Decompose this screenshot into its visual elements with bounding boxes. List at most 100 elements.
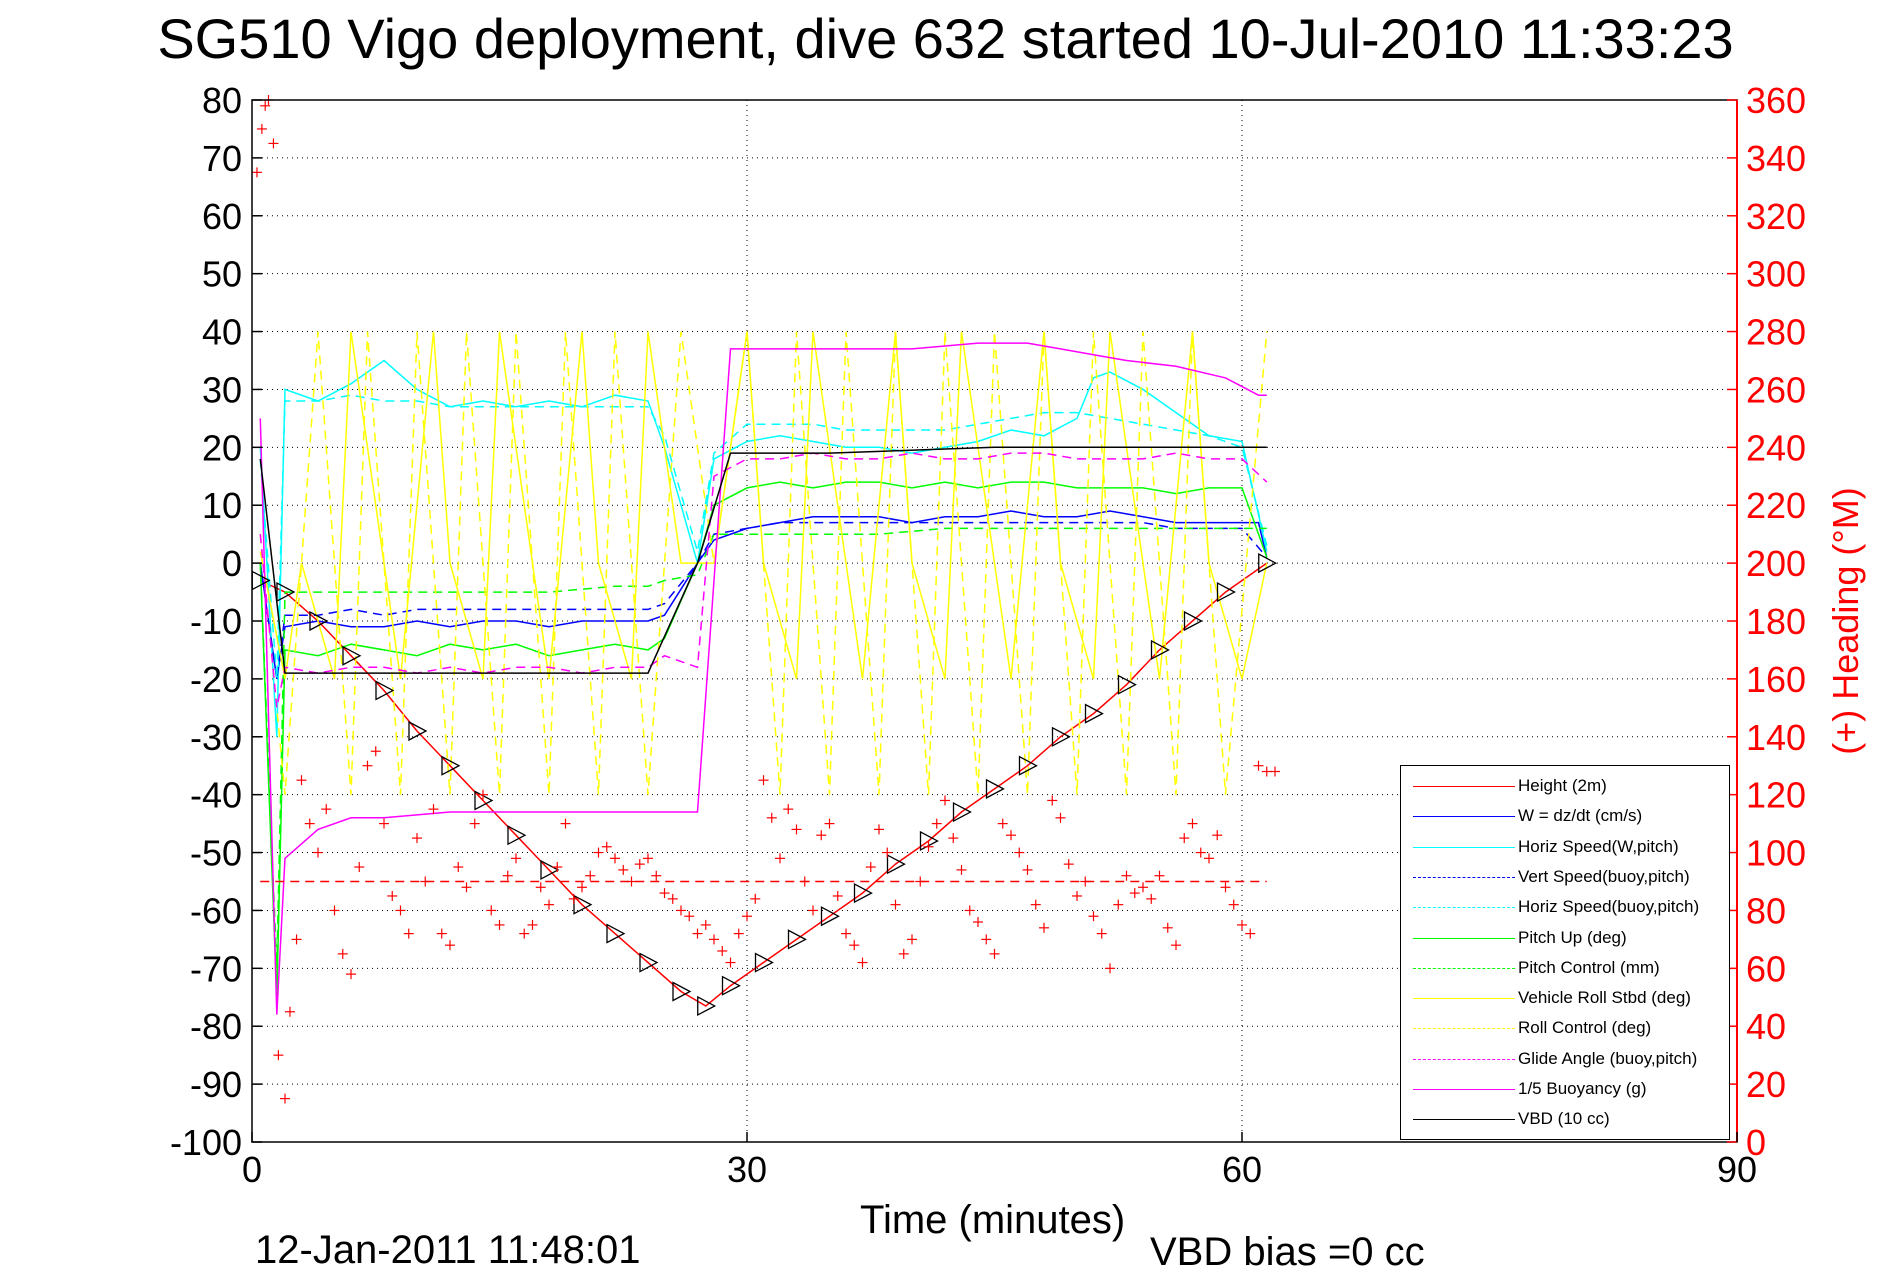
- height-marker: [1216, 581, 1236, 603]
- legend-label: Horiz Speed(W,pitch): [1518, 836, 1679, 856]
- heading-point: [1063, 859, 1074, 870]
- heading-point: [717, 945, 728, 956]
- legend-label: Vert Speed(buoy,pitch): [1518, 866, 1690, 886]
- right-tick-label: 140: [1746, 717, 1806, 758]
- heading-point: [362, 760, 373, 771]
- legend-item: Roll Control (deg): [1401, 1014, 1729, 1044]
- left-tick-label: 30: [202, 369, 242, 410]
- series-line: [259, 446, 1267, 674]
- heading-point: [280, 1093, 290, 1104]
- heading-point: [882, 847, 893, 858]
- series-line: [259, 527, 1267, 969]
- right-tick-label: 200: [1746, 543, 1806, 584]
- legend-label: Pitch Control (mm): [1518, 957, 1660, 977]
- height-marker: [342, 645, 362, 666]
- series-line: [259, 510, 1268, 680]
- legend-label: Pitch Up (deg): [1518, 927, 1627, 947]
- height-marker: [1051, 726, 1071, 747]
- legend-item: W = dz/dt (cm/s): [1401, 802, 1729, 832]
- heading-point: [1154, 870, 1165, 881]
- left-tick-label: -10: [190, 601, 242, 642]
- right-axis-ticks: 3603403203002802602402202001801601401201…: [1727, 80, 1806, 1163]
- heading-point: [1014, 847, 1025, 858]
- left-tick-label: -90: [190, 1064, 242, 1105]
- right-tick-label: 340: [1746, 138, 1806, 179]
- height-marker: [1117, 674, 1137, 695]
- heading-point: [1138, 882, 1148, 893]
- legend-swatch: [1413, 907, 1515, 909]
- heading-point: [329, 905, 340, 916]
- heading-point: [354, 862, 365, 873]
- heading-point: [313, 847, 323, 858]
- legend-item: Vert Speed(buoy,pitch): [1401, 863, 1729, 893]
- legend-label: Horiz Speed(buoy,pitch): [1518, 897, 1700, 917]
- heading-point: [750, 893, 761, 904]
- height-marker: [408, 720, 428, 742]
- x-axis-label: Time (minutes): [860, 1198, 1126, 1242]
- heading-point: [692, 928, 703, 939]
- left-tick-label: -40: [190, 775, 242, 816]
- height-marker: [1258, 553, 1278, 574]
- heading-point: [453, 862, 464, 873]
- legend-item: Pitch Up (deg): [1401, 924, 1729, 954]
- left-tick-label: -100: [170, 1122, 242, 1163]
- heading-point: [527, 919, 538, 930]
- height-marker: [787, 929, 807, 950]
- heading-point: [931, 818, 942, 829]
- heading-point: [956, 864, 967, 875]
- right-tick-label: 120: [1746, 775, 1806, 816]
- heading-point: [783, 804, 794, 815]
- heading-point: [676, 905, 686, 916]
- heading-point: [700, 919, 711, 930]
- heading-points: [251, 95, 1280, 1104]
- heading-point: [1146, 893, 1157, 904]
- left-tick-label: 80: [202, 80, 242, 121]
- series-line: [259, 331, 1268, 795]
- series-lines: [259, 331, 1268, 1015]
- heading-point: [1006, 830, 1016, 841]
- heading-point: [346, 969, 356, 980]
- right-tick-label: 80: [1746, 890, 1786, 931]
- legend-label: Vehicle Roll Stbd (deg): [1518, 988, 1691, 1008]
- legend-swatch: [1413, 786, 1515, 787]
- heading-point: [733, 928, 744, 939]
- height-marker: [1150, 639, 1170, 661]
- left-axis-ticks: 80 70 60 50 40 30 20 10 0 -10 -20 -30 -40 -50 -60 -70 -8…: [170, 80, 262, 1163]
- heading-point: [709, 934, 719, 945]
- heading-point: [923, 841, 934, 852]
- heading-point: [964, 905, 975, 916]
- right-tick-label: 220: [1746, 485, 1806, 526]
- heading-point: [898, 948, 909, 959]
- right-tick-label: 360: [1746, 80, 1806, 121]
- heading-point: [634, 859, 645, 870]
- heading-point: [1088, 911, 1099, 922]
- heading-point: [849, 940, 860, 951]
- legend-item: Horiz Speed(buoy,pitch): [1401, 893, 1729, 923]
- heading-point: [321, 804, 332, 815]
- heading-point: [874, 824, 884, 835]
- heading-point: [478, 789, 488, 800]
- right-tick-label: 40: [1746, 1006, 1786, 1047]
- heading-point: [260, 100, 271, 111]
- x-tick-label: 90: [1717, 1149, 1757, 1190]
- legend-label: W = dz/dt (cm/s): [1518, 806, 1643, 826]
- timestamp: 12-Jan-2011 11:48:01: [255, 1228, 641, 1272]
- heading-point: [766, 812, 777, 823]
- heading-point: [610, 853, 620, 864]
- heading-point: [816, 830, 827, 841]
- legend-swatch: [1413, 967, 1515, 969]
- heading-point: [552, 862, 563, 873]
- heading-point: [651, 870, 662, 881]
- right-tick-label: 0: [1746, 1122, 1766, 1163]
- right-tick-label: 160: [1746, 659, 1806, 700]
- legend-label: VBD (10 cc): [1518, 1109, 1610, 1129]
- heading-point: [1195, 847, 1206, 858]
- heading-point: [775, 853, 785, 864]
- heading-point: [1121, 870, 1132, 881]
- heading-point: [1129, 888, 1140, 899]
- heading-point: [291, 934, 302, 945]
- right-tick-label: 260: [1746, 369, 1806, 410]
- heading-point: [1220, 882, 1231, 893]
- heading-point: [989, 948, 1000, 959]
- height-marker: [639, 952, 659, 973]
